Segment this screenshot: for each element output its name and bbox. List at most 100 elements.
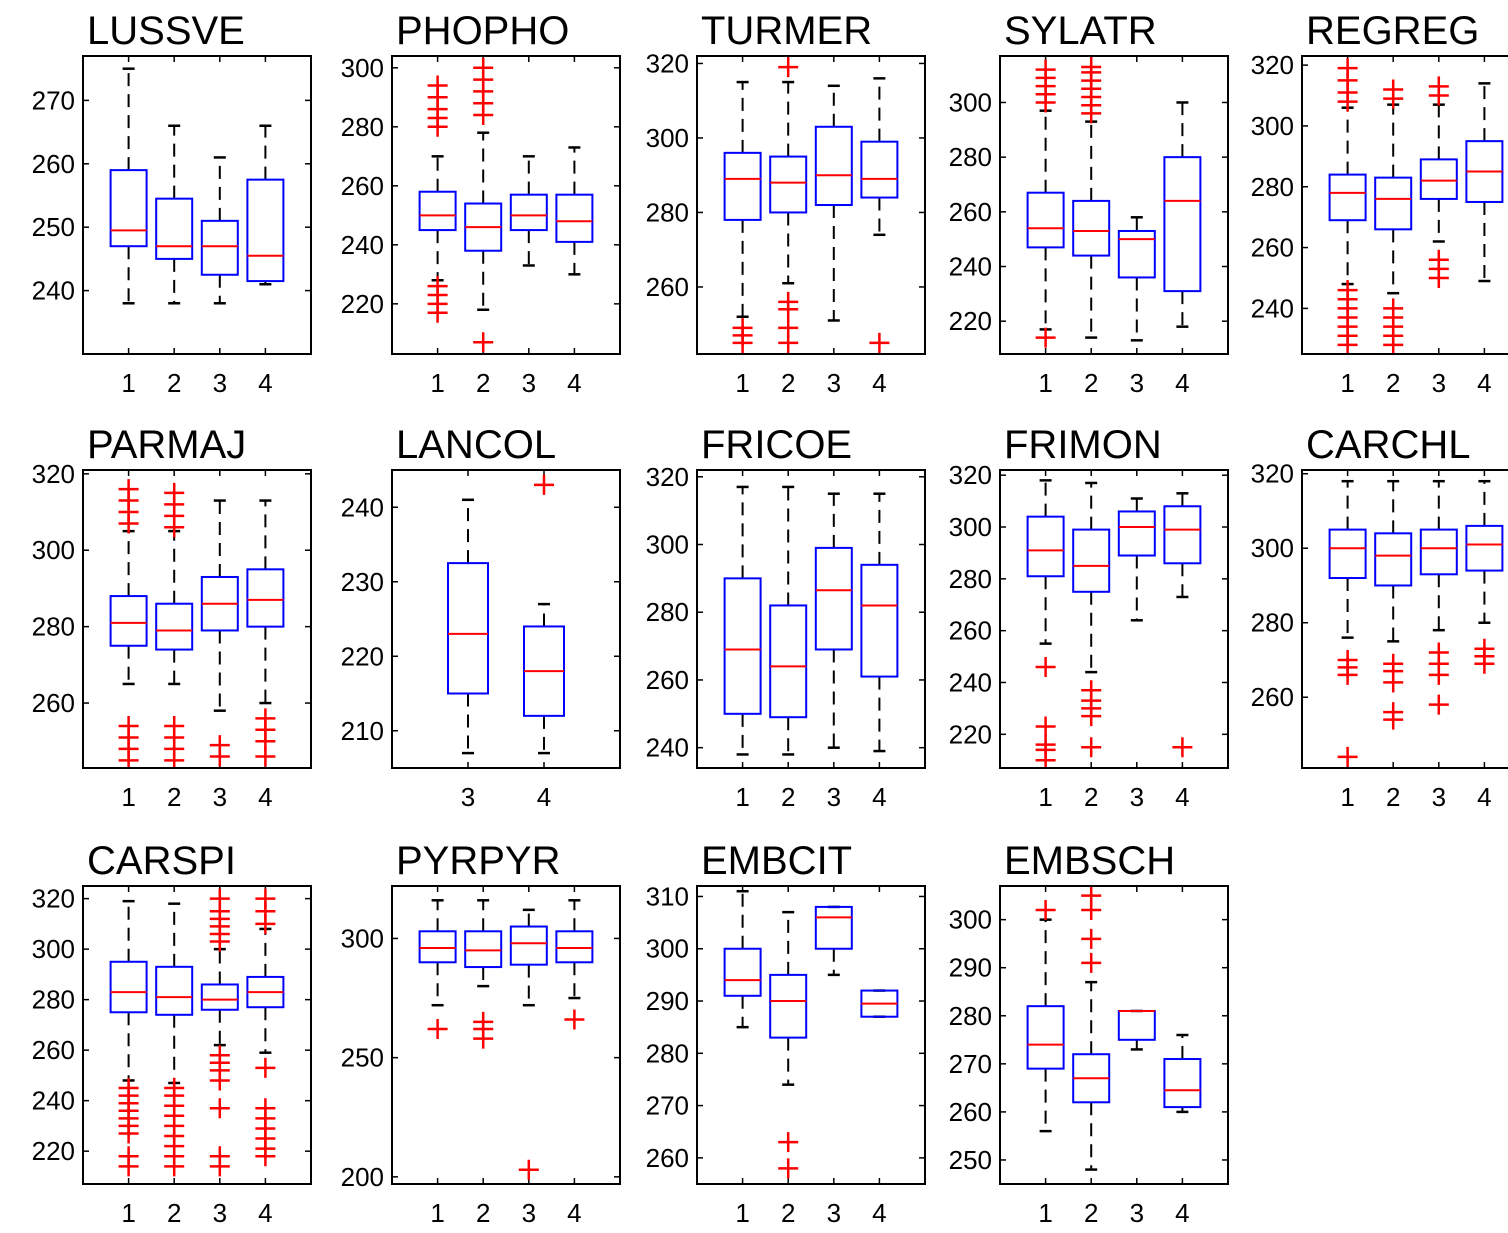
outlier-point (209, 1098, 230, 1119)
box-3 (200, 888, 239, 1177)
subplot-title: PYRPYR (396, 839, 561, 883)
outlier-point (1081, 928, 1102, 949)
iqr-box (155, 965, 194, 1016)
x-tick-label: 1 (121, 1198, 135, 1228)
plot-area (418, 57, 594, 353)
outlier-point (1383, 702, 1404, 723)
plot-area (1328, 479, 1504, 767)
x-tick-label: 4 (258, 1198, 272, 1228)
outlier-point (1428, 76, 1449, 97)
y-tick-label: 240 (1251, 293, 1294, 323)
plot-area (723, 889, 899, 1179)
iqr-box (814, 125, 853, 206)
iqr-box (769, 973, 808, 1039)
outlier-point (1035, 656, 1056, 677)
outlier-point (518, 1159, 539, 1180)
outlier-point (1428, 249, 1449, 270)
y-tick-label: 260 (32, 1035, 75, 1065)
y-tick-label: 280 (1251, 608, 1294, 638)
y-tick-label: 280 (949, 564, 992, 594)
y-tick-label: 270 (32, 85, 75, 115)
plot-area (1026, 56, 1202, 348)
subplot-turmer: TURMER 260 280 300 320 1 2 3 4 (646, 9, 926, 398)
iqr-box (418, 930, 457, 964)
box-3 (814, 905, 853, 977)
y-tick-label: 240 (32, 1086, 75, 1116)
y-tick-label: 290 (646, 986, 689, 1016)
axes-frame (82, 885, 312, 1185)
y-tick-label: 220 (341, 289, 384, 319)
y-tick-label: 300 (646, 934, 689, 964)
y-tick-label: 260 (646, 1143, 689, 1173)
y-tick-label: 280 (646, 1038, 689, 1068)
x-tick-label: 1 (430, 368, 444, 398)
y-tick-label: 280 (646, 197, 689, 227)
y-tick-label: 260 (949, 197, 992, 227)
iqr-box (1419, 528, 1458, 576)
box-2 (1072, 886, 1111, 1171)
outlier-point (427, 1019, 448, 1040)
x-tick-label: 4 (1477, 368, 1491, 398)
outlier-point (1337, 746, 1358, 767)
y-tick-label: 230 (341, 567, 384, 597)
iqr-box (155, 602, 194, 651)
outlier-point (1428, 642, 1449, 663)
x-tick-label: 3 (461, 782, 475, 812)
plot-area (723, 485, 899, 756)
outlier-point (1035, 900, 1056, 921)
subplot-lancol: LANCOL 210 220 230 240 3 4 (341, 423, 621, 812)
box-2 (1072, 56, 1111, 339)
axes-frame (696, 55, 926, 355)
outlier-point (1474, 638, 1495, 659)
iqr-box (1465, 524, 1504, 572)
y-tick-label: 260 (341, 171, 384, 201)
y-tick-label: 220 (32, 1136, 75, 1166)
plot-area (1026, 886, 1202, 1171)
outlier-point (1081, 952, 1102, 973)
y-tick-label: 300 (646, 530, 689, 560)
y-tick-label: 280 (341, 112, 384, 142)
x-tick-label: 1 (735, 782, 749, 812)
y-tick-label: 280 (949, 1001, 992, 1031)
iqr-box (464, 930, 503, 969)
y-tick-label: 320 (1251, 459, 1294, 489)
axes-frame (999, 885, 1229, 1185)
box-3 (814, 84, 853, 322)
box-4 (555, 899, 594, 1030)
iqr-box (155, 197, 194, 260)
plot-area (109, 888, 285, 1177)
box-2 (155, 482, 194, 768)
iqr-box (1163, 1058, 1202, 1109)
box-3 (200, 156, 239, 305)
box-4 (555, 146, 594, 276)
iqr-box (246, 178, 285, 283)
box-4 (860, 492, 899, 753)
x-tick-label: 2 (476, 368, 490, 398)
iqr-box (723, 577, 762, 715)
iqr-box (1374, 532, 1413, 587)
box-2 (155, 124, 194, 305)
iqr-box (509, 925, 548, 966)
iqr-box (1117, 229, 1156, 279)
subplot-regreg: REGREG 240 260 280 300 320 1 2 3 4 (1251, 9, 1508, 398)
y-tick-label: 320 (1251, 50, 1294, 80)
x-tick-label: 1 (1038, 368, 1052, 398)
box-4 (1465, 82, 1504, 283)
x-tick-label: 3 (1130, 1198, 1144, 1228)
x-tick-label: 4 (1477, 782, 1491, 812)
x-tick-label: 2 (1084, 1198, 1098, 1228)
outlier-point (427, 276, 448, 297)
outlier-point (778, 57, 799, 78)
outlier-point (1035, 327, 1056, 348)
iqr-box (200, 983, 239, 1011)
subplot-title: EMBSCH (1004, 839, 1175, 883)
y-tick-label: 250 (341, 1043, 384, 1073)
subplot-title: CARSPI (87, 839, 236, 883)
x-tick-label: 2 (781, 782, 795, 812)
subplot-title: LANCOL (396, 423, 556, 467)
outlier-point (564, 1009, 585, 1030)
x-tick-label: 2 (1386, 368, 1400, 398)
outlier-point (1383, 298, 1404, 319)
x-tick-label: 1 (1038, 1198, 1052, 1228)
y-tick-label: 280 (1251, 172, 1294, 202)
